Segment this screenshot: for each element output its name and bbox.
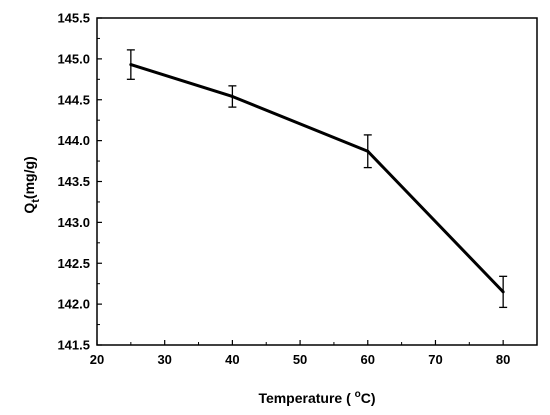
x-axis-ticks: 20 30 40 50 60 70 80: [90, 340, 510, 367]
y-tick-label: 141.5: [57, 338, 90, 353]
y-tick-label: 142.0: [57, 297, 90, 312]
data-point: [230, 94, 234, 98]
y-axis-title-unit: (mg/g): [21, 156, 37, 199]
y-axis-title-main: Q: [21, 203, 37, 214]
x-tick-label: 20: [90, 352, 104, 367]
y-axis-ticks: 141.5 142.0 142.5 143.0 143.5 144.0 144.5 145.0…: [57, 11, 102, 353]
x-axis-title-unit: C): [361, 390, 376, 406]
y-tick-label: 144.5: [57, 92, 90, 107]
y-tick-label: 144.0: [57, 133, 90, 148]
series-line: [130, 63, 505, 293]
y-axis-title: Qt(mg/g): [21, 156, 42, 213]
y-tick-label: 143.5: [57, 174, 90, 189]
x-axis-title-degree: o: [355, 389, 361, 400]
x-tick-label: 80: [496, 352, 510, 367]
x-axis-title: Temperature ( oC): [258, 389, 375, 406]
y-tick-label: 142.5: [57, 256, 90, 271]
x-tick-label: 30: [157, 352, 171, 367]
y-tick-label: 145.5: [57, 11, 90, 26]
y-tick-label: 145.0: [57, 51, 90, 66]
data-point: [129, 63, 133, 67]
x-tick-label: 40: [225, 352, 239, 367]
data-point: [366, 149, 370, 153]
series-layer: [126, 49, 508, 309]
data-point: [501, 290, 505, 294]
x-axis-title-main: Temperature (: [258, 390, 354, 406]
x-tick-label: 70: [428, 352, 442, 367]
y-tick-label: 143.0: [57, 215, 90, 230]
x-tick-label: 60: [361, 352, 375, 367]
y-axis-title-subscript: t: [30, 199, 42, 203]
x-tick-label: 50: [293, 352, 307, 367]
